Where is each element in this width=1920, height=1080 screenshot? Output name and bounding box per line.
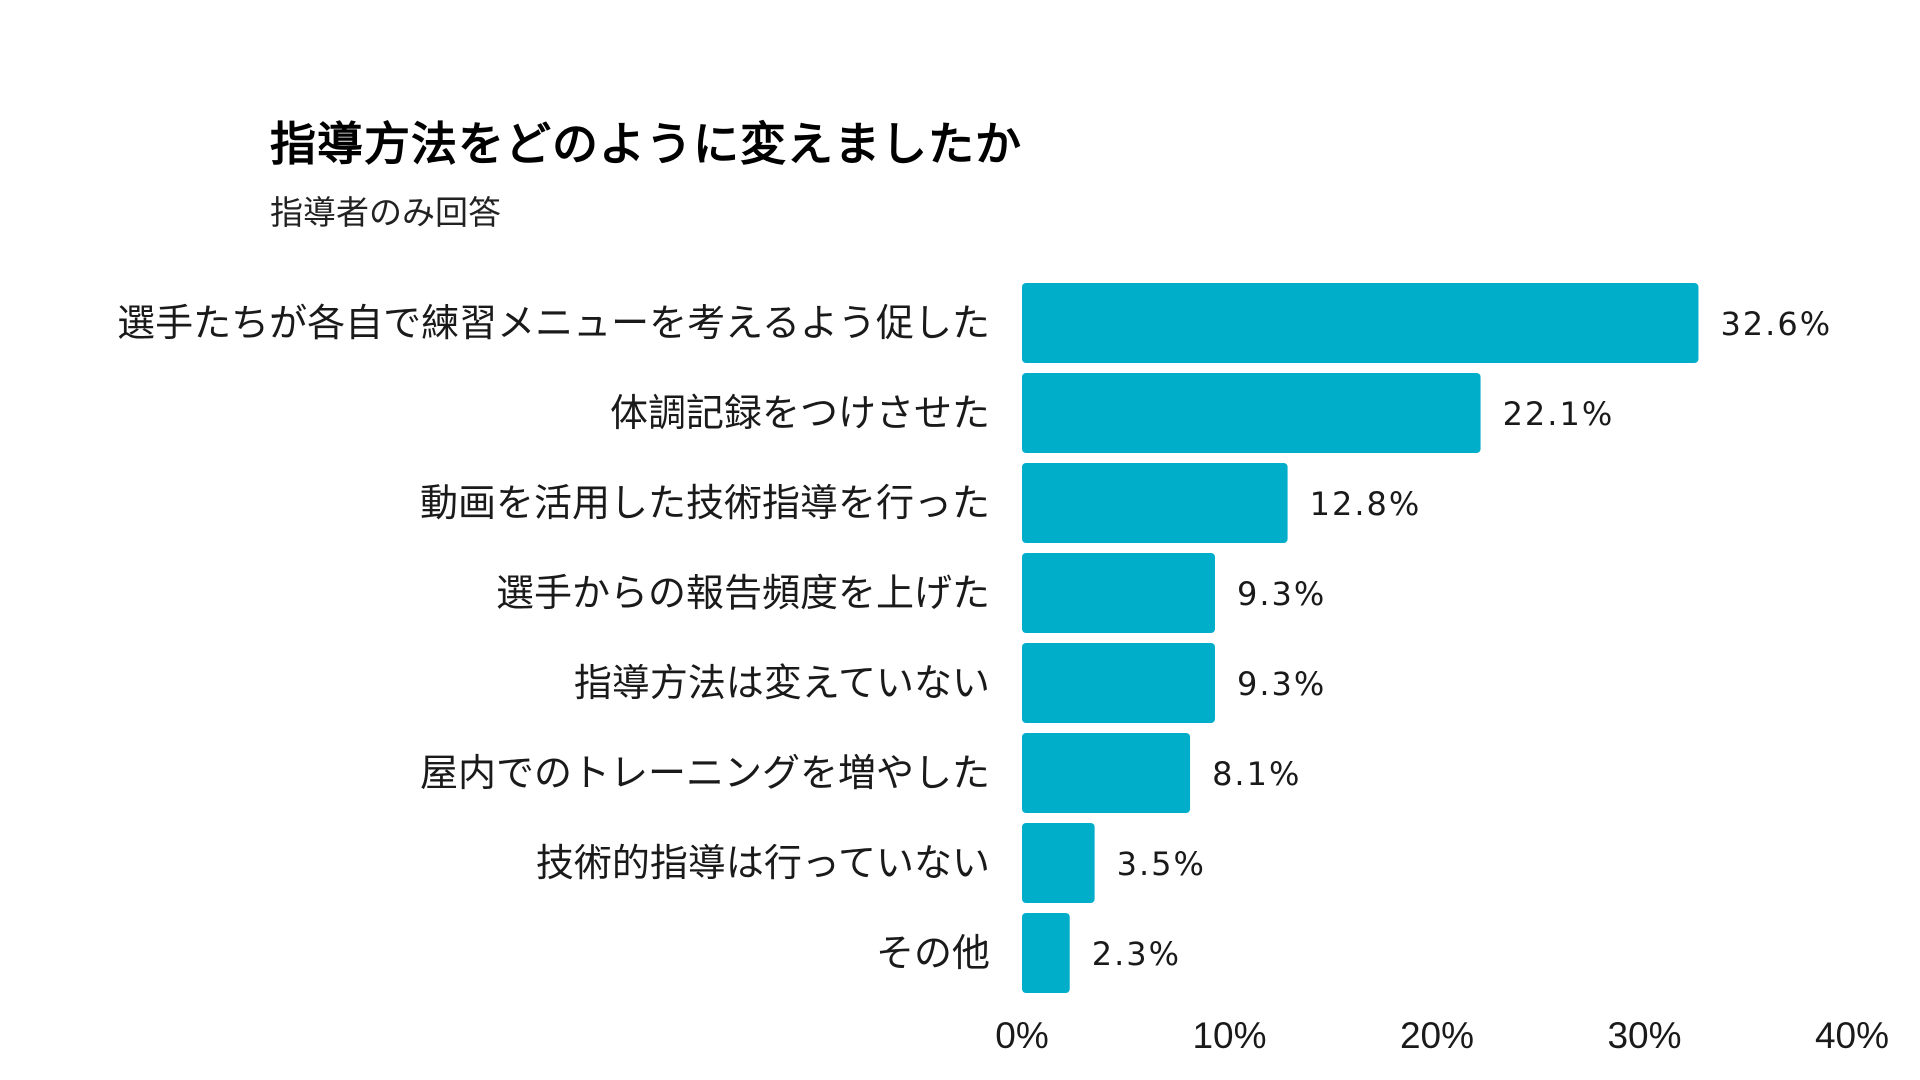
- x-tick-label-4: 30%: [1607, 1015, 1681, 1056]
- bar-4: [1022, 553, 1215, 633]
- category-label-3: 動画を活用した技術指導を行った: [420, 481, 990, 525]
- category-label-7: 技術的指導は行っていない: [536, 841, 990, 885]
- bar-8: [1022, 913, 1070, 993]
- x-axis-ticks: 0% 10% 20% 30% 40%: [995, 1015, 1889, 1056]
- category-label-5: 指導方法は変えていない: [574, 661, 990, 705]
- chart-subtitle: 指導者のみ回答: [270, 193, 501, 232]
- x-tick-label-1: 0%: [995, 1015, 1048, 1056]
- category-label-1: 選手たちが各自で練習メニューを考えるよう促した: [117, 301, 990, 345]
- value-label-5: 9.3%: [1237, 665, 1326, 703]
- category-label-4: 選手からの報告頻度を上げた: [496, 571, 990, 615]
- bar-6: [1022, 733, 1191, 813]
- bar-7: [1022, 823, 1095, 903]
- value-label-4: 9.3%: [1237, 575, 1326, 613]
- bar-5: [1022, 643, 1215, 723]
- category-label-6: 屋内でのトレーニングを増やした: [420, 751, 990, 795]
- value-label-2: 22.1%: [1503, 395, 1615, 433]
- bar-2: [1022, 373, 1481, 453]
- x-tick-label-2: 10%: [1192, 1015, 1266, 1056]
- value-labels: 32.6% 22.1% 12.8% 9.3% 9.3% 8.1% 3.5% 2.3%: [1092, 305, 1832, 973]
- x-tick-label-5: 40%: [1815, 1015, 1889, 1056]
- category-label-2: 体調記録をつけさせた: [610, 391, 990, 435]
- value-label-7: 3.5%: [1117, 845, 1206, 883]
- chart-title: 指導方法をどのように変えましたか: [270, 117, 1022, 171]
- category-label-8: その他: [876, 931, 990, 975]
- bar-3: [1022, 463, 1288, 543]
- x-tick-label-3: 20%: [1400, 1015, 1474, 1056]
- bar-1: [1022, 283, 1699, 363]
- value-label-6: 8.1%: [1212, 755, 1301, 793]
- value-label-3: 12.8%: [1310, 485, 1422, 523]
- bars-layer: [1022, 283, 1699, 993]
- category-labels: 選手たちが各自で練習メニューを考えるよう促した体調記録をつけさせた動画を活用した…: [117, 301, 990, 975]
- value-label-8: 2.3%: [1092, 935, 1181, 973]
- value-label-1: 32.6%: [1720, 305, 1832, 343]
